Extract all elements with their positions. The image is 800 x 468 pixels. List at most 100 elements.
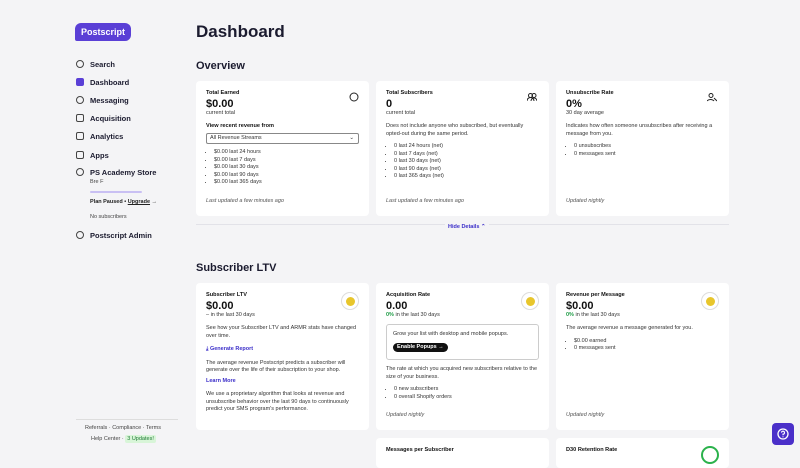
change: 0% [566,311,574,318]
sidebar: Postscript Search Dashboard Messaging Ac… [0,0,182,452]
card-value: $0.00 [206,299,234,312]
updated: Last updated a few minutes ago [206,198,284,204]
card: Revenue per Message $0.00 0% in the last… [556,283,729,430]
list-item: 0 last 7 days (net) [394,151,539,159]
nav-item[interactable]: Postscript Admin [76,229,152,241]
link[interactable]: Learn More [206,377,236,384]
icon [521,292,539,310]
plan-text: Plan Paused • [90,199,127,205]
card-description: Indicates how often someone unsubscribes… [566,123,713,137]
icon [527,93,537,102]
card-description: See how your Subscriber LTV and ARMR sta… [206,325,357,339]
footer-links: Referrals · Compliance · Terms [85,425,162,431]
select-value: All Revenue Streams [210,134,262,141]
list-item: $0.00 last 7 days [214,157,359,165]
icon [341,292,359,310]
card-description: Does not include anyone who subscribed, … [386,123,524,137]
nav-item[interactable]: Acquisition [76,112,131,124]
nav-label: Acquisition [90,113,131,123]
nav-label: Apps [90,150,109,160]
card-value: $0.00 [206,97,234,110]
list-item: 0 last 24 hours (net) [394,143,539,151]
footer-link[interactable]: Terms [146,425,162,431]
list: 0 unsubscribes0 messages sent [566,143,719,158]
card-subtitle: 30 day average [566,109,604,116]
hide-details[interactable]: Hide Details ⌃ [445,224,489,230]
divider [76,419,178,420]
nav-label: Messaging [90,95,129,105]
list: $0.00 last 24 hours$0.00 last 7 days$0.0… [206,149,359,187]
list-item: $0.00 last 24 hours [214,149,359,157]
list-item: 0 messages sent [574,151,719,159]
nav-label: Dashboard [90,77,130,87]
card-title: Total Subscribers [386,90,433,96]
list-item: 0 last 30 days (net) [394,158,539,166]
upgrade-link[interactable]: Upgrade [127,199,151,205]
card-title: Total Earned [206,90,240,96]
promo-box: Grow your list with desktop and mobile p… [386,324,539,360]
help-link[interactable]: Help Center [91,436,121,442]
dashboard-page: Postscript Search Dashboard Messaging Ac… [0,0,800,452]
nav-label: Search [90,59,116,69]
section-title: Subscriber LTV [196,262,277,274]
updated: Last updated a few minutes ago [386,198,464,204]
link[interactable]: ⤓ Generate Report [206,346,254,352]
card-subtitle: current total [386,109,416,116]
icon [707,93,717,102]
card-title: Unsubscribe Rate [566,90,614,96]
card-subtitle: – in the last 30 days [206,311,255,318]
list: 0 new subscribers0 overall Shopify order… [386,386,539,401]
icon [701,446,719,464]
help-icon [777,428,789,440]
card-title: Acquisition Rate [386,292,431,298]
card-subtitle: current total [206,109,236,116]
card: Messages per Subscriber [376,438,549,468]
change: 0% [386,311,394,318]
card-title: D30 Retention Rate [566,447,618,453]
updated: Updated nightly [386,412,425,418]
nav-item[interactable]: Apps [76,149,109,161]
card-title: Revenue per Message [566,292,625,298]
section-title: Overview [196,60,245,72]
nav-item[interactable]: Analytics [76,130,123,142]
select-label: View recent revenue from [206,123,274,129]
footer-link[interactable]: Compliance [112,425,142,431]
card-value: 0% [566,97,582,110]
updated: Updated nightly [566,198,605,204]
button[interactable]: Enable Popups → [393,342,448,352]
card-title: Messages per Subscriber [386,447,454,453]
help-button[interactable] [772,423,794,445]
card-title: Subscriber LTV [206,292,247,298]
logo[interactable]: Postscript [75,23,132,41]
promo-text: Grow your list with desktop and mobile p… [393,331,509,337]
card-description: The average revenue a message generated … [566,325,693,331]
card: Total Earned $0.00 current total View re… [196,81,369,216]
list: 0 last 24 hours (net)0 last 7 days (net)… [386,143,539,181]
list-item: 0 new subscribers [394,386,539,394]
card: Subscriber LTV $0.00 – in the last 30 da… [196,283,369,430]
icon [701,292,719,310]
card: Unsubscribe Rate 0% 30 day average Indic… [556,81,729,216]
select[interactable]: All Revenue Streams ⌄ [206,132,359,144]
card: D30 Retention Rate [556,438,729,468]
nav-label: Postscript Admin [90,230,152,240]
card-value: 0 [386,97,393,110]
no-subscribers: No subscribers [90,214,127,220]
updates-badge[interactable]: 3 Updates! [125,435,156,443]
nav-label: Analytics [90,131,124,141]
card: Total Subscribers 0 current total Does n… [376,81,549,216]
nav-item[interactable]: Dashboard [76,76,129,88]
list-item: 0 unsubscribes [574,143,719,151]
card-subtitle: 0% in the last 30 days [386,312,539,320]
store-user: Bre F [90,179,104,185]
card-subtitle: 0% in the last 30 days [566,312,719,320]
progress-bar [90,191,142,193]
list-item: 0 messages sent [574,345,719,353]
page-title: Dashboard [196,22,285,41]
nav-item[interactable]: Search [76,58,115,70]
footer-link[interactable]: Referrals [85,425,108,431]
nav-item[interactable]: Messaging [76,94,129,106]
list-item: $0.00 last 30 days [214,164,359,172]
store-item[interactable]: PS Academy Store [76,166,156,178]
list: $0.00 earned0 messages sent [566,338,719,353]
